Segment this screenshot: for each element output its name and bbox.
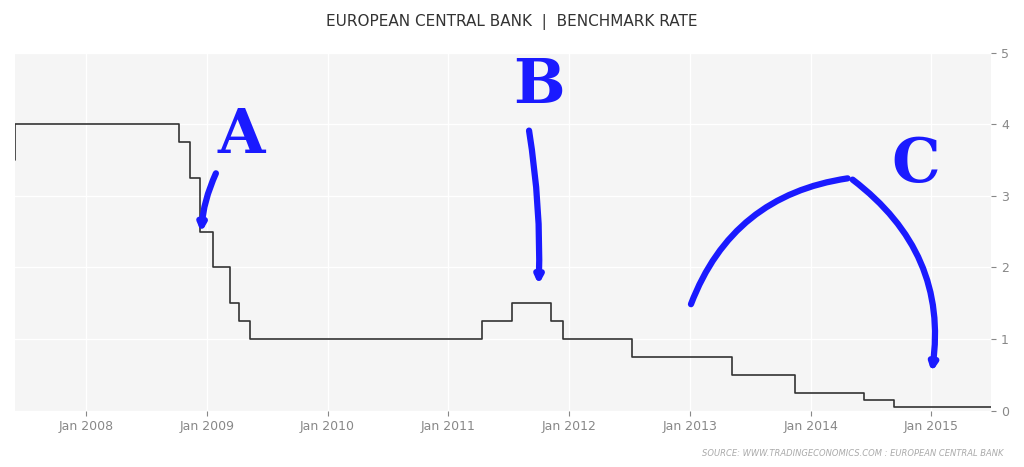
Text: B: B [513,56,564,116]
Text: A: A [217,106,264,166]
Text: EUROPEAN CENTRAL BANK  |  BENCHMARK RATE: EUROPEAN CENTRAL BANK | BENCHMARK RATE [327,14,697,30]
Text: SOURCE: WWW.TRADINGECONOMICS.COM : EUROPEAN CENTRAL BANK: SOURCE: WWW.TRADINGECONOMICS.COM : EUROP… [702,449,1004,458]
Text: C: C [891,134,940,195]
